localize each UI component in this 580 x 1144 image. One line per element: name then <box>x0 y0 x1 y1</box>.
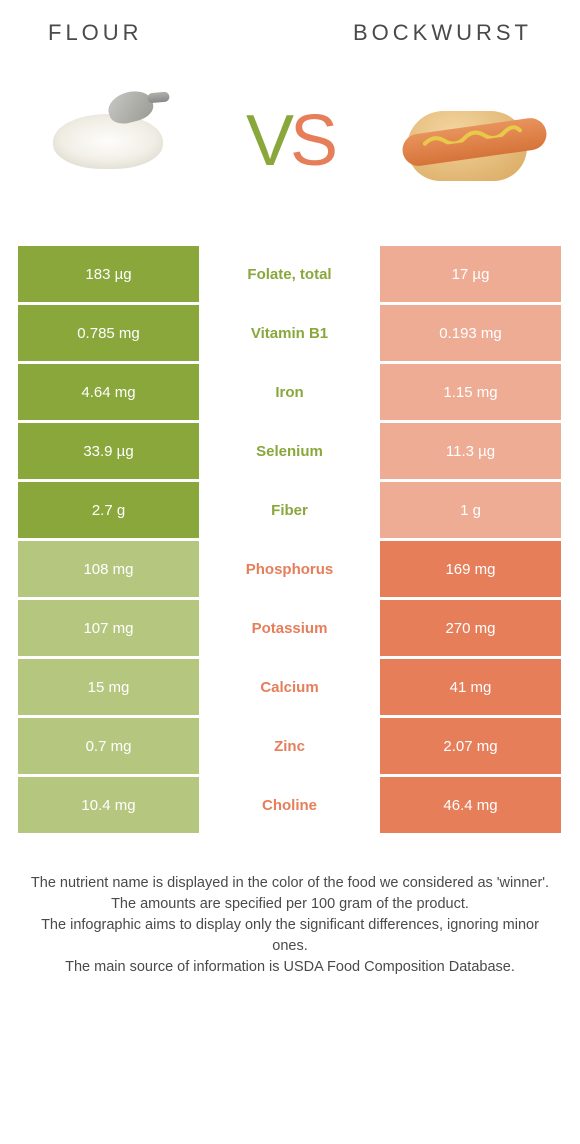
nutrient-label: Calcium <box>199 659 380 715</box>
nutrient-label: Phosphorus <box>199 541 380 597</box>
nutrient-label: Potassium <box>199 600 380 656</box>
footer-line-1: The nutrient name is displayed in the co… <box>26 873 554 894</box>
nutrient-label: Choline <box>199 777 380 833</box>
header: FLOUR BOCKWURST <box>18 20 562 46</box>
v-letter: V <box>246 101 290 181</box>
nutrient-label: Zinc <box>199 718 380 774</box>
table-row: 108 mgPhosphorus169 mg <box>18 541 562 597</box>
right-value: 0.193 mg <box>380 305 561 361</box>
right-value: 17 µg <box>380 246 561 302</box>
nutrient-label: Selenium <box>199 423 380 479</box>
left-value: 0.785 mg <box>18 305 199 361</box>
left-value: 183 µg <box>18 246 199 302</box>
table-row: 2.7 gFiber1 g <box>18 482 562 538</box>
nutrient-label: Folate, total <box>199 246 380 302</box>
left-value: 10.4 mg <box>18 777 199 833</box>
footer-line-2: The amounts are specified per 100 gram o… <box>26 894 554 915</box>
footer-line-4: The main source of information is USDA F… <box>26 957 554 978</box>
flour-image <box>28 76 188 206</box>
left-value: 2.7 g <box>18 482 199 538</box>
footer-line-3: The infographic aims to display only the… <box>26 915 554 957</box>
left-value: 33.9 µg <box>18 423 199 479</box>
table-row: 15 mgCalcium41 mg <box>18 659 562 715</box>
right-value: 1 g <box>380 482 561 538</box>
nutrient-label: Vitamin B1 <box>199 305 380 361</box>
table-row: 33.9 µgSelenium11.3 µg <box>18 423 562 479</box>
bockwurst-image <box>392 76 552 206</box>
table-row: 107 mgPotassium270 mg <box>18 600 562 656</box>
right-value: 1.15 mg <box>380 364 561 420</box>
left-value: 108 mg <box>18 541 199 597</box>
right-value: 270 mg <box>380 600 561 656</box>
left-value: 107 mg <box>18 600 199 656</box>
table-row: 10.4 mgCholine46.4 mg <box>18 777 562 833</box>
table-row: 4.64 mgIron1.15 mg <box>18 364 562 420</box>
right-value: 2.07 mg <box>380 718 561 774</box>
table-row: 0.7 mgZinc2.07 mg <box>18 718 562 774</box>
table-row: 183 µgFolate, total17 µg <box>18 246 562 302</box>
right-value: 46.4 mg <box>380 777 561 833</box>
nutrient-label: Fiber <box>199 482 380 538</box>
s-letter: S <box>290 101 334 181</box>
footer-notes: The nutrient name is displayed in the co… <box>18 873 562 978</box>
right-value: 11.3 µg <box>380 423 561 479</box>
table-row: 0.785 mgVitamin B10.193 mg <box>18 305 562 361</box>
nutrient-table: 183 µgFolate, total17 µg0.785 mgVitamin … <box>18 246 562 833</box>
vs-row: VS <box>18 76 562 206</box>
right-value: 169 mg <box>380 541 561 597</box>
nutrient-label: Iron <box>199 364 380 420</box>
left-value: 4.64 mg <box>18 364 199 420</box>
right-value: 41 mg <box>380 659 561 715</box>
vs-label: VS <box>246 100 334 182</box>
left-value: 15 mg <box>18 659 199 715</box>
left-value: 0.7 mg <box>18 718 199 774</box>
right-food-title: BOCKWURST <box>353 20 532 46</box>
left-food-title: FLOUR <box>48 20 143 46</box>
